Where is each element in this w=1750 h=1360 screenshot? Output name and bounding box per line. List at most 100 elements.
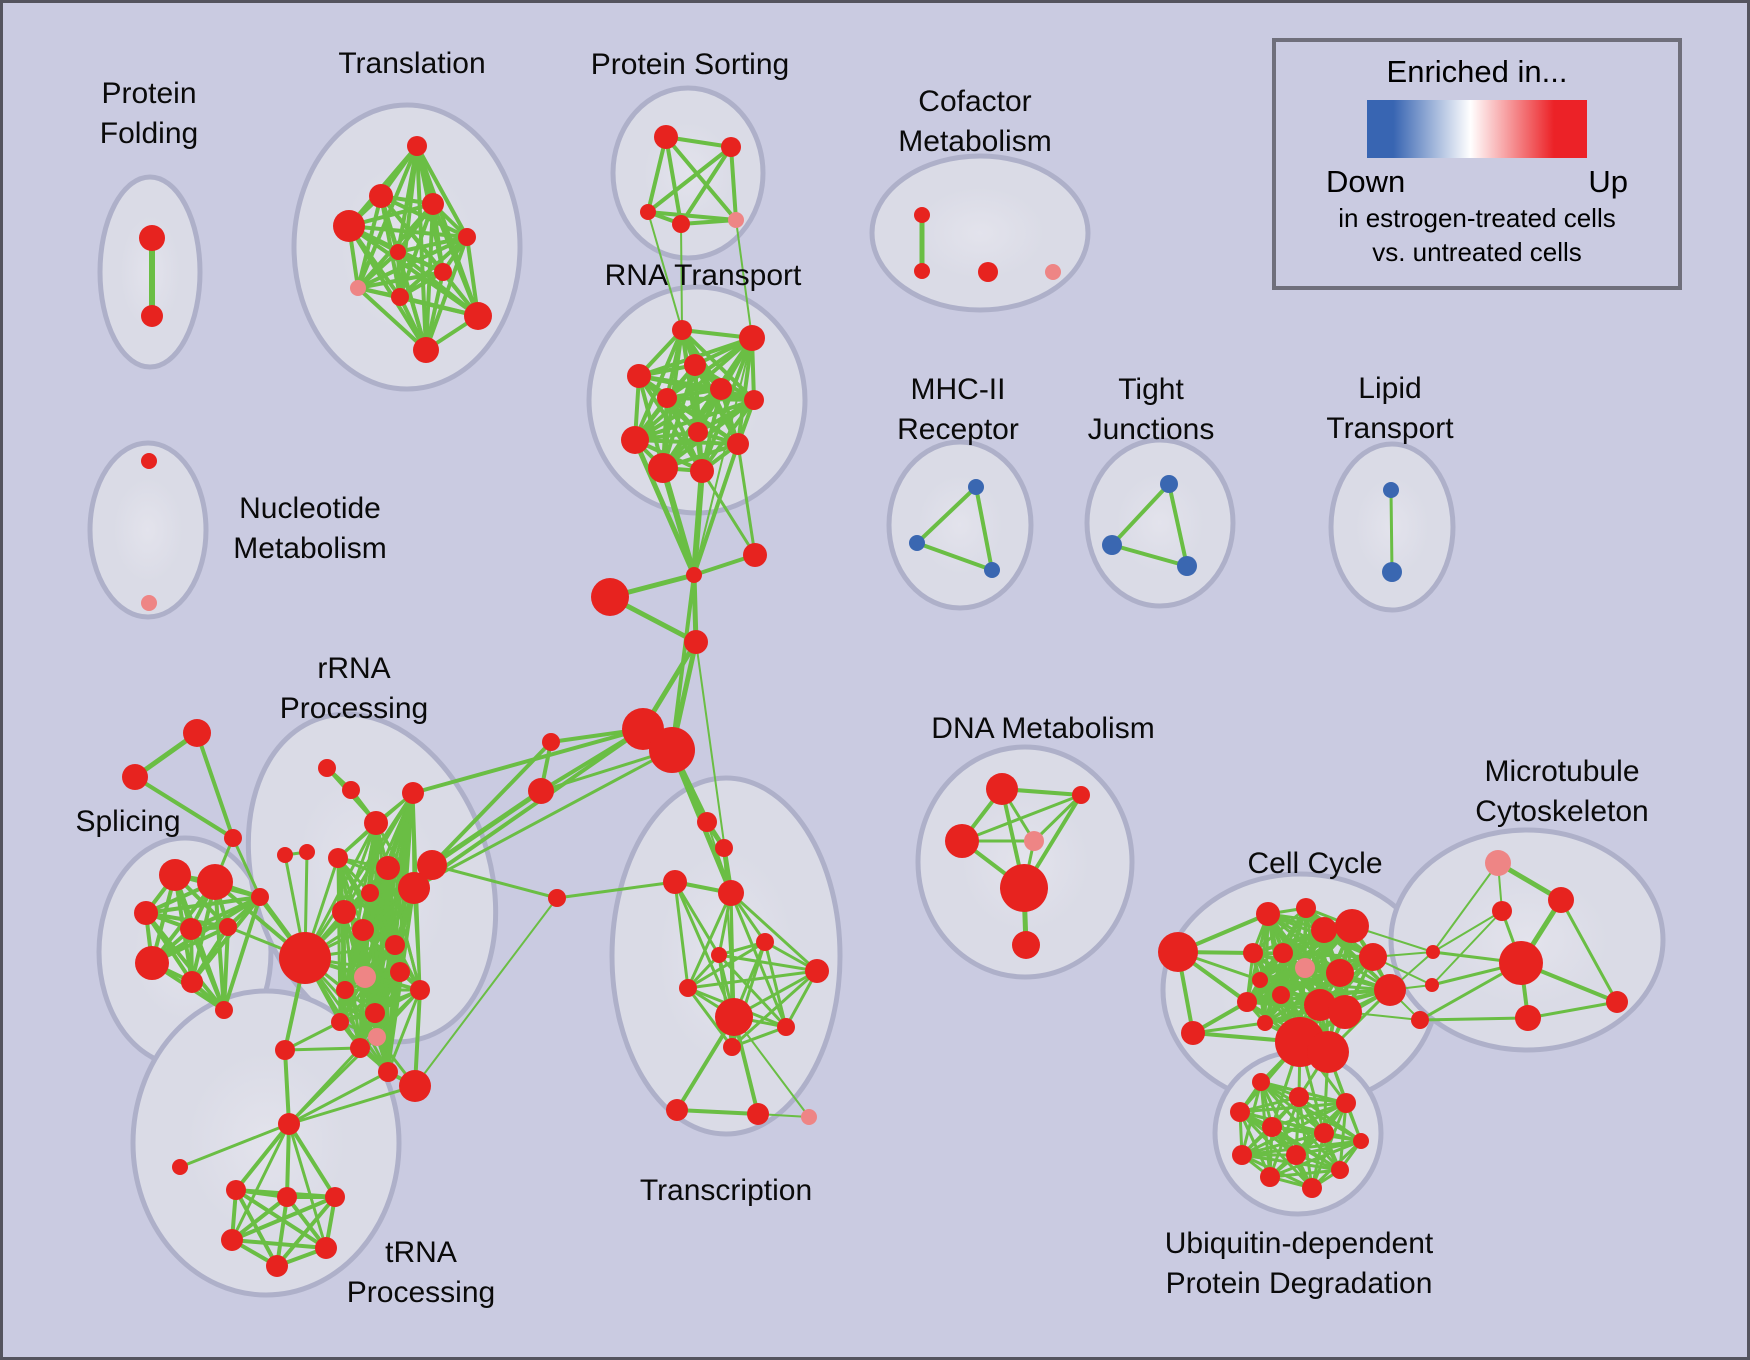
cluster-label-line: Folding [100,117,198,150]
node-r23 [277,847,293,863]
node-gh [278,1113,300,1135]
cluster-label-line: MHC-II [911,373,1006,406]
cluster-label-cofactor-metabolism: Cofactor Metabolism [898,85,1051,158]
node-ps5 [728,212,744,228]
node-u12 [1302,1178,1322,1198]
cluster-label-translation: Translation [338,47,485,80]
node-tl6 [390,244,406,260]
node-tl5 [458,228,476,246]
node-rt4 [627,364,651,388]
node-u2 [1289,1087,1309,1107]
edge [960,793,1083,843]
edge [356,286,428,352]
node-c4 [1296,898,1316,918]
node-g6 [266,1255,288,1277]
edge [646,135,668,214]
node-s6 [135,946,169,980]
node-f1 [914,207,930,223]
edge [287,1046,362,1126]
edge [915,485,978,545]
cluster-label-line: Lipid [1358,372,1421,405]
edge [287,1122,328,1250]
node-x7 [805,959,829,983]
node-t1 [183,719,211,747]
node-s1 [159,859,191,891]
edge [700,469,757,557]
cluster-label-rrna-processing: rRNA Processing [280,652,428,725]
node-r8 [376,856,400,880]
node-rt1 [672,320,692,340]
node-rt8 [688,422,708,442]
edge [679,218,738,226]
edge [231,836,262,899]
node-cn4 [684,630,708,654]
edge [1294,1139,1363,1157]
edge [670,573,696,752]
node-rt7 [744,390,764,410]
node-r14 [354,966,376,988]
node-hub2 [649,727,695,773]
node-ca [542,733,560,751]
edge [1418,1016,1530,1022]
node-x5 [756,933,774,951]
cluster-label-lipid-transport: Lipid Transport [1326,372,1454,445]
node-ps2 [721,137,741,157]
edge [413,988,422,1088]
node-d4 [1024,831,1044,851]
node-u9 [1286,1145,1306,1165]
edge [637,374,704,473]
edge [733,1016,810,1118]
edge [646,210,738,222]
node-r24 [299,844,315,860]
node-f4 [1045,264,1061,280]
node-mc2 [1548,887,1574,913]
node-n1 [141,453,157,469]
node-g1 [226,1180,246,1200]
cluster-label-ubiquitin-degradation: Ubiquitin-dependent Protein Degradation [1165,1227,1434,1300]
node-r11 [332,900,356,924]
node-l2 [1382,562,1402,582]
node-r2 [342,781,360,799]
edge [686,969,819,990]
node-c18 [1374,974,1406,1006]
node-mc5 [1606,991,1628,1013]
node-c3 [1256,902,1280,926]
node-r5 [364,811,388,835]
node-u3 [1336,1093,1356,1113]
edge [675,1108,760,1116]
legend-box: Enriched in... Down Up in estrogen-treat… [1272,38,1682,290]
cluster-label-line: Transcription [640,1174,812,1207]
edge [411,727,645,795]
node-ps1 [654,125,678,149]
cluster-ellipse-protein-sorting [610,85,766,261]
node-x3 [663,870,687,894]
edge [692,442,740,577]
node-r7 [328,848,348,868]
edge [1258,978,1392,992]
legend-caption-line1: in estrogen-treated cells [1338,203,1616,233]
edge [1559,898,1619,1004]
legend-caption-line2: vs. untreated cells [1372,237,1582,267]
cluster-label-transcription: Transcription [640,1174,812,1207]
edge [412,748,674,890]
node-rt3 [684,354,706,376]
edge [664,135,738,222]
node-c11 [1359,943,1387,971]
node-ps4 [672,215,690,233]
legend-title: Enriched in... [1386,54,1568,89]
node-c17 [1328,995,1362,1029]
node-n2 [141,595,157,611]
edge [430,740,553,867]
edge [283,1046,362,1052]
edge [729,891,819,973]
edge [664,135,683,226]
node-mt1 [1426,945,1440,959]
legend-up-label: Up [1588,164,1628,199]
node-h1 [968,479,984,495]
node-j2 [1102,535,1122,555]
edge [424,235,469,352]
edge [430,863,559,900]
node-gl [172,1159,188,1175]
edge [285,1122,291,1199]
